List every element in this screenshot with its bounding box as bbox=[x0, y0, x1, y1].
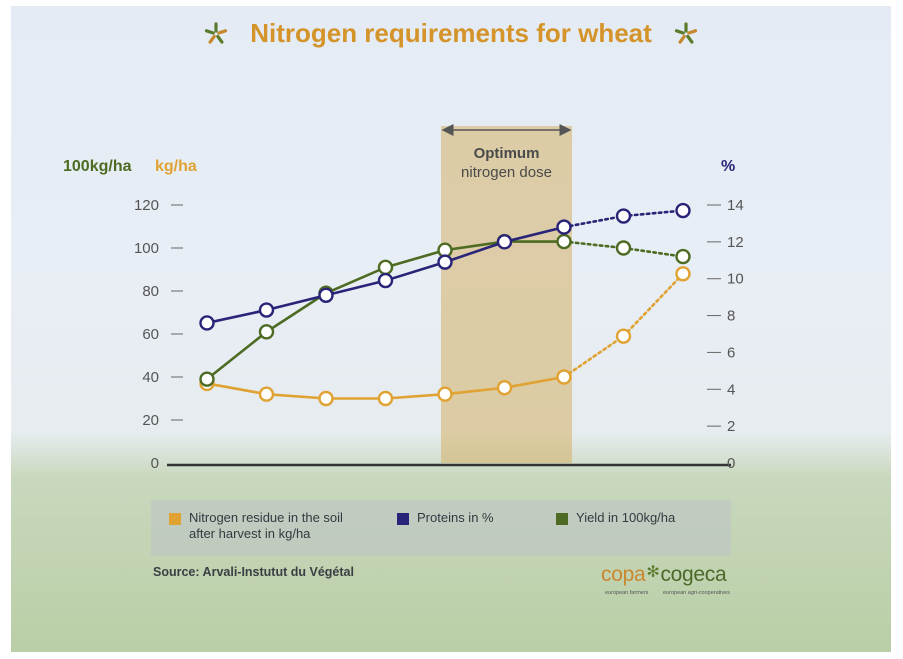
legend-item-yield: Yield in 100kg/ha bbox=[556, 510, 675, 526]
data-point-proteins bbox=[556, 219, 572, 235]
data-point-yield bbox=[675, 248, 691, 265]
data-point-yield bbox=[377, 259, 394, 276]
right-axis-ticks: 0 2 4 6 8 10 12 14 bbox=[707, 197, 744, 472]
legend-item-proteins: Proteins in % bbox=[397, 510, 494, 526]
optimum-label-sub: nitrogen dose bbox=[461, 164, 552, 181]
data-point-nitrogen bbox=[258, 386, 275, 402]
right-tick-label: 0 bbox=[727, 455, 735, 472]
legend: Nitrogen residue in the soil after harves… bbox=[151, 500, 731, 556]
chart: Optimum nitrogen dose 100kg/ha kg/ha % 0… bbox=[63, 124, 744, 472]
data-point-proteins bbox=[496, 234, 513, 250]
asterisk-flower-icon: ✻ bbox=[646, 564, 660, 581]
optimum-label: Optimum bbox=[474, 145, 540, 162]
data-point-proteins bbox=[437, 254, 453, 270]
series-line-dotted-nitrogen bbox=[562, 272, 685, 379]
data-point-nitrogen bbox=[437, 386, 453, 402]
data-point-proteins bbox=[615, 208, 632, 224]
data-point-proteins bbox=[258, 302, 275, 318]
legend-label: Yield in 100kg/ha bbox=[576, 510, 676, 525]
source-note: Source: Arvali-Instutut du Végétal bbox=[153, 565, 354, 579]
data-point-nitrogen bbox=[675, 266, 691, 282]
data-point-proteins bbox=[675, 202, 691, 219]
title-row: Nitrogen requirements for wheat bbox=[11, 18, 891, 49]
right-axis-unit: % bbox=[721, 158, 735, 175]
legend-swatch bbox=[169, 513, 181, 525]
legend-swatch bbox=[556, 513, 568, 525]
right-tick-label: 14 bbox=[727, 197, 744, 214]
data-point-proteins bbox=[318, 287, 334, 303]
legend-label: Proteins in % bbox=[417, 510, 494, 525]
data-point-proteins bbox=[199, 315, 215, 331]
data-point-nitrogen bbox=[377, 390, 394, 407]
data-point-yield bbox=[556, 233, 572, 250]
data-point-yield bbox=[615, 240, 632, 256]
optimum-band bbox=[441, 126, 572, 463]
copa-cogeca-logo: copa✻cogeca european farmers european ag… bbox=[601, 562, 731, 602]
data-point-nitrogen bbox=[496, 380, 513, 396]
left-tick-label: 40 bbox=[142, 369, 159, 386]
logo-sub-right: european agri-cooperatives bbox=[663, 590, 730, 596]
right-tick-label: 2 bbox=[727, 418, 735, 435]
left-axis-ticks: 0 20 40 60 80 100 120 bbox=[134, 197, 183, 472]
right-tick-label: 4 bbox=[727, 381, 735, 398]
right-tick-label: 8 bbox=[727, 308, 735, 325]
logo-text-cogeca: cogeca bbox=[660, 563, 727, 586]
legend-item-nitrogen: Nitrogen residue in the soil after harves… bbox=[169, 510, 343, 542]
logo-text-copa: copa bbox=[601, 563, 646, 586]
data-point-yield bbox=[199, 371, 215, 387]
data-point-nitrogen bbox=[318, 390, 334, 407]
right-tick-label: 6 bbox=[727, 344, 735, 361]
data-point-nitrogen bbox=[615, 328, 632, 344]
data-point-yield bbox=[258, 324, 275, 340]
data-point-nitrogen bbox=[556, 369, 572, 385]
left-axis-unit-nitrogen: kg/ha bbox=[155, 158, 197, 175]
right-tick-label: 12 bbox=[727, 234, 744, 251]
left-tick-label: 120 bbox=[134, 197, 159, 214]
left-tick-label: 0 bbox=[151, 455, 159, 472]
logo-sub-left: european farmers bbox=[605, 590, 649, 596]
legend-label: Nitrogen residue in the soil after harves… bbox=[189, 510, 343, 541]
asterisk-flower-icon bbox=[204, 18, 228, 49]
left-axis-unit-yield: 100kg/ha bbox=[63, 158, 132, 175]
asterisk-flower-icon bbox=[674, 18, 698, 49]
series-layer bbox=[199, 202, 691, 407]
right-tick-label: 10 bbox=[727, 271, 744, 288]
infographic-frame: Nitrogen requirements for wheat bbox=[11, 6, 891, 652]
data-point-proteins bbox=[377, 272, 394, 289]
legend-swatch bbox=[397, 513, 409, 525]
left-tick-label: 20 bbox=[142, 412, 159, 429]
left-tick-label: 60 bbox=[142, 326, 159, 343]
left-tick-label: 80 bbox=[142, 283, 159, 300]
chart-title: Nitrogen requirements for wheat bbox=[250, 18, 652, 48]
left-tick-label: 100 bbox=[134, 240, 159, 257]
